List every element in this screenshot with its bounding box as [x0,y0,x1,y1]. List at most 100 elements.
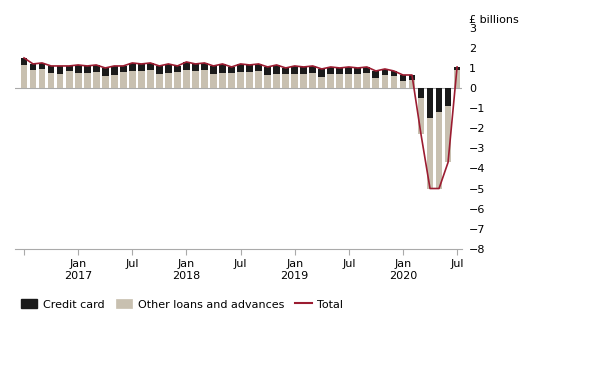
Bar [373,78,379,88]
Bar [427,118,433,188]
Bar [264,67,271,75]
Bar [309,73,316,88]
Bar [129,71,136,88]
Bar [93,65,99,72]
Bar [282,68,289,74]
Bar [399,75,407,81]
Bar [336,74,343,88]
Bar [382,75,388,88]
Bar [39,69,45,88]
Bar [273,74,280,88]
Bar [418,88,424,98]
Bar [291,74,298,88]
Bar [237,72,244,88]
Bar [382,69,388,75]
Bar [84,66,90,73]
Bar [454,70,461,88]
Bar [454,67,461,70]
Bar [21,65,27,88]
Bar [399,81,407,88]
Legend: Credit card, Other loans and advances, Total: Credit card, Other loans and advances, T… [21,299,344,310]
Bar [102,68,108,76]
Bar [156,74,163,88]
Bar [246,65,253,72]
Bar [138,71,145,88]
Bar [192,64,199,71]
Bar [345,67,352,74]
Bar [75,73,82,88]
Bar [129,63,136,71]
Bar [57,66,64,74]
Bar [418,98,424,134]
Bar [364,67,370,73]
Bar [237,64,244,72]
Bar [174,66,181,72]
Bar [165,73,171,88]
Bar [84,73,90,88]
Bar [138,64,145,71]
Bar [75,65,82,73]
Bar [282,74,289,88]
Bar [120,72,127,88]
Bar [30,64,36,70]
Bar [291,66,298,74]
Bar [364,73,370,88]
Bar [192,71,199,88]
Bar [120,66,127,72]
Bar [156,66,163,74]
Bar [48,66,55,73]
Bar [318,69,325,77]
Bar [255,64,262,71]
Bar [201,70,208,88]
Bar [355,74,361,88]
Bar [345,74,352,88]
Bar [264,75,271,88]
Bar [408,80,415,88]
Bar [93,72,99,88]
Bar [327,74,334,88]
Bar [436,112,442,188]
Bar [57,74,64,88]
Bar [48,73,55,88]
Bar [219,64,226,73]
Bar [165,64,171,73]
Bar [183,70,190,88]
Bar [228,67,235,73]
Bar [39,63,45,69]
Bar [390,76,398,88]
Bar [111,75,118,88]
Bar [301,67,307,74]
Bar [219,73,226,88]
Bar [355,68,361,74]
Bar [30,70,36,88]
Bar [445,88,451,106]
Bar [111,66,118,75]
Bar [445,106,451,163]
Bar [21,58,27,65]
Text: £ billions: £ billions [468,15,518,25]
Bar [201,63,208,70]
Bar [65,71,73,88]
Bar [301,74,307,88]
Bar [255,71,262,88]
Bar [373,71,379,78]
Bar [408,75,415,80]
Bar [210,66,217,74]
Bar [309,66,316,73]
Bar [228,73,235,88]
Bar [65,66,73,71]
Bar [390,71,398,76]
Bar [318,77,325,88]
Bar [210,74,217,88]
Bar [246,72,253,88]
Bar [427,88,433,118]
Bar [147,70,154,88]
Bar [183,62,190,70]
Bar [436,88,442,112]
Bar [147,63,154,70]
Bar [336,68,343,74]
Bar [102,76,108,88]
Bar [273,65,280,74]
Bar [327,67,334,74]
Bar [174,72,181,88]
